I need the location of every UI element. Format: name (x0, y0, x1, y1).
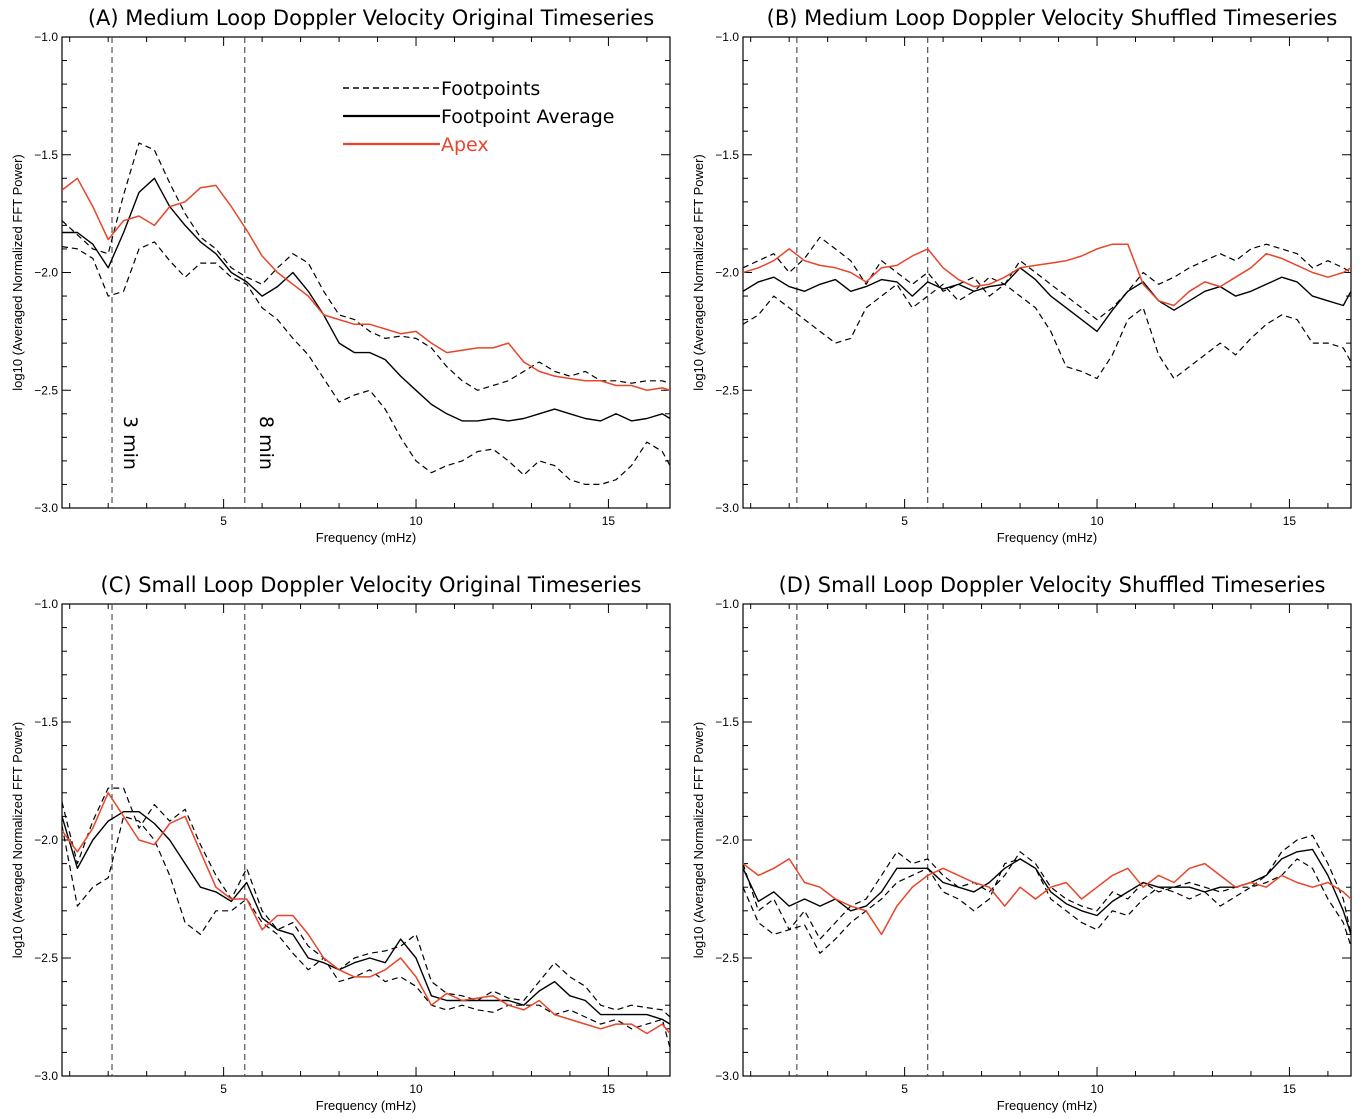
legend-label-average: Footpoint Average (441, 106, 614, 128)
x-axis-label: Frequency (mHz) (316, 530, 416, 545)
apex-series-line (62, 177, 670, 392)
legend-label-apex: Apex (441, 134, 489, 156)
plot-frame (61, 603, 671, 1077)
y-tick-label: −3.0 (715, 1069, 739, 1083)
y-tick-label: −2.0 (34, 833, 58, 847)
footpoint-series-line (743, 276, 1351, 380)
y-tick-label: −2.0 (34, 266, 58, 280)
legend: Footpoints Footpoint Average Apex (343, 78, 614, 156)
y-axis-label: log10 (Averaged Normalized FFT Power) (10, 154, 25, 391)
y-tick-label: −2.5 (34, 383, 58, 397)
x-tick-label: 10 (1090, 1082, 1104, 1096)
footpoint-series-line (62, 815, 670, 1048)
footpoint-series-line (62, 142, 670, 391)
footpoint-series-line (62, 241, 670, 485)
panel-d: (D) Small Loop Doppler Velocity Shuffled… (691, 573, 1352, 1113)
y-tick-label: −2.5 (715, 383, 739, 397)
x-axis-label: Frequency (mHz) (997, 530, 1097, 545)
apex-series-line (743, 243, 1351, 307)
x-tick-label: 10 (409, 1082, 423, 1096)
x-tick-label: 5 (901, 1082, 908, 1096)
y-tick-label: −1.5 (715, 148, 739, 162)
plot-frame (742, 36, 1352, 509)
apex-series-line (743, 858, 1351, 936)
footpoint-average-line (743, 267, 1351, 333)
y-tick-label: −2.0 (715, 833, 739, 847)
x-tick-label: 5 (901, 514, 908, 528)
x-tick-label: 10 (409, 514, 423, 528)
annotation-8-min: 8 min (255, 416, 277, 470)
x-tick-label: 5 (220, 1082, 227, 1096)
legend-label-footpoints: Footpoints (441, 78, 540, 100)
x-tick-label: 15 (1283, 1082, 1297, 1096)
y-tick-label: −1.0 (715, 597, 739, 611)
y-tick-label: −1.0 (34, 597, 58, 611)
x-axis-label: Frequency (mHz) (997, 1098, 1097, 1113)
y-tick-label: −3.0 (34, 1069, 58, 1083)
x-tick-label: 15 (602, 1082, 616, 1096)
footpoint-series-line (743, 236, 1351, 321)
plot-frame (742, 603, 1352, 1077)
y-tick-label: −1.0 (34, 30, 58, 44)
x-tick-label: 5 (220, 514, 227, 528)
y-tick-label: −2.5 (715, 951, 739, 965)
chart-title: (D) Small Loop Doppler Velocity Shuffled… (779, 573, 1326, 597)
y-axis-label: log10 (Averaged Normalized FFT Power) (691, 154, 706, 391)
y-tick-label: −3.0 (34, 501, 58, 515)
chart-title: (A) Medium Loop Doppler Velocity Origina… (88, 6, 654, 30)
x-tick-label: 15 (602, 514, 616, 528)
y-tick-label: −2.5 (34, 951, 58, 965)
apex-series-line (62, 792, 670, 1035)
panel-a: (A) Medium Loop Doppler Velocity Origina… (10, 6, 671, 545)
footpoint-series-line (743, 834, 1351, 940)
footpoint-average-line (62, 177, 670, 422)
panel-c: (C) Small Loop Doppler Velocity Original… (10, 573, 671, 1113)
footpoint-average-line (743, 848, 1351, 935)
panel-b: (B) Medium Loop Doppler Velocity Shuffle… (691, 6, 1352, 545)
footpoint-average-line (62, 811, 670, 1025)
footpoint-series-line (62, 787, 670, 1018)
chart-title: (B) Medium Loop Doppler Velocity Shuffle… (767, 6, 1338, 30)
y-tick-label: −3.0 (715, 501, 739, 515)
annotation-3-min: 3 min (119, 416, 141, 470)
y-tick-label: −2.0 (715, 266, 739, 280)
y-axis-label: log10 (Averaged Normalized FFT Power) (10, 722, 25, 959)
x-tick-label: 10 (1090, 514, 1104, 528)
y-tick-label: −1.5 (34, 148, 58, 162)
y-tick-label: −1.5 (715, 715, 739, 729)
chart-title: (C) Small Loop Doppler Velocity Original… (101, 573, 642, 597)
y-tick-label: −1.0 (715, 30, 739, 44)
y-axis-label: log10 (Averaged Normalized FFT Power) (691, 722, 706, 959)
x-tick-label: 15 (1283, 514, 1297, 528)
footpoint-series-line (743, 858, 1351, 954)
x-axis-label: Frequency (mHz) (316, 1098, 416, 1113)
y-tick-label: −1.5 (34, 715, 58, 729)
